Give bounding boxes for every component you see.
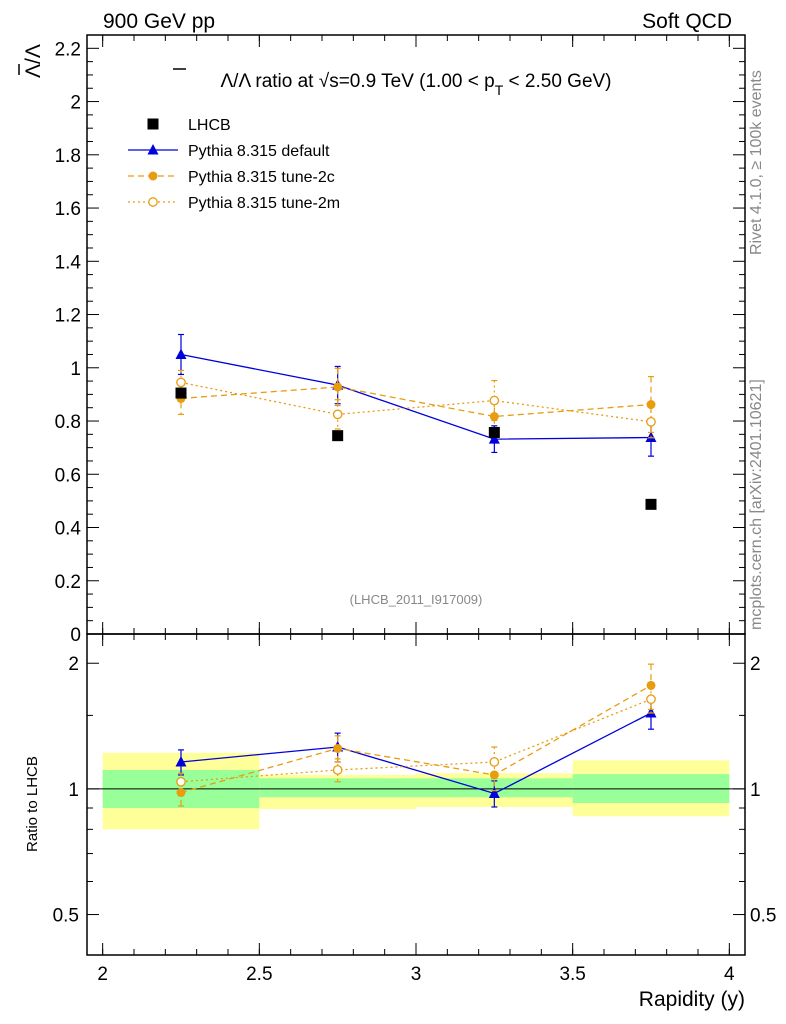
title-pre: Λ/Λ ratio at bbox=[220, 71, 318, 92]
ratio-pythia-8-315-tune-2m-line bbox=[180, 698, 652, 783]
main-panel bbox=[175, 333, 657, 510]
axes: 0 0.2 0.4 0.6 0.8 1 1.2 1.4 1.6 1.8 2 2.2 2 2.5 3 3.5 4 0… bbox=[53, 34, 776, 985]
title-s-rest: s=0.9 TeV (1.00 < p bbox=[329, 71, 495, 92]
ratio-pythia-8-315-default-point bbox=[175, 755, 187, 767]
main-ytick-label: 0.6 bbox=[55, 465, 81, 486]
header-right: Soft QCD bbox=[642, 10, 732, 33]
ratio-ylabel: Ratio to LHCB bbox=[24, 756, 41, 852]
ratio-pythia-8-315-tune-2c-line bbox=[180, 684, 652, 794]
main-ytick-label: 0.8 bbox=[55, 412, 81, 433]
main-ytick-label: 1.8 bbox=[55, 146, 81, 167]
main-pythia-8-315-tune-2c-line bbox=[180, 386, 652, 418]
main-pythia-8-315-tune-2m-point bbox=[489, 395, 500, 406]
ratio-pythia-8-315-tune-2c-point bbox=[489, 770, 499, 780]
ratio-ytick-label-right: 0.5 bbox=[750, 906, 776, 927]
ratio-ytick-label-left: 2 bbox=[68, 654, 79, 675]
legend-pythia-8-315-tune-2m-marker bbox=[148, 197, 158, 207]
ratio-pythia-8-315-tune-2m-point bbox=[489, 757, 500, 767]
main-pythia-8-315-default-point bbox=[488, 433, 500, 444]
ratio-pythia-8-315-tune-2c-point bbox=[646, 680, 656, 690]
main-pythia-8-315-default-point bbox=[175, 348, 187, 359]
legend-lhcb-label: LHCB bbox=[188, 117, 231, 134]
xtick-label: 2.5 bbox=[246, 964, 272, 985]
legend-pythia-8-315-tune-2m-label: Pythia 8.315 tune-2m bbox=[188, 195, 340, 212]
ratio-panel bbox=[175, 663, 657, 808]
xtick-label: 2 bbox=[97, 964, 108, 985]
main-pythia-8-315-tune-2m-point bbox=[646, 416, 656, 427]
xtick-label: 4 bbox=[724, 964, 735, 985]
main-lhcb-point bbox=[175, 387, 187, 399]
ratio-ytick-label-right: 1 bbox=[750, 780, 761, 801]
legend-pythia-8-315-default-marker bbox=[147, 144, 159, 155]
legend-pythia-8-315-default-label: Pythia 8.315 default bbox=[188, 143, 330, 160]
ratio-pythia-8-315-default-line bbox=[180, 712, 652, 795]
ratio-ytick-label-right: 2 bbox=[750, 654, 761, 675]
legend: LHCB Pythia 8.315 default Pythia 8.315 tun… bbox=[128, 117, 340, 212]
title-root: √ bbox=[319, 71, 330, 92]
main-ytick-label: 2 bbox=[70, 93, 81, 114]
side-label-bottom: mcplots.cern.ch [arXiv:2401.10621] bbox=[748, 379, 765, 630]
legend-lhcb-marker bbox=[147, 118, 159, 130]
main-pythia-8-315-tune-2c-point bbox=[333, 382, 343, 392]
main-lhcb-point bbox=[332, 430, 344, 442]
main-pythia-8-315-tune-2m-point bbox=[176, 377, 186, 388]
ratio-pythia-8-315-tune-2m-point bbox=[176, 776, 186, 787]
xtick-label: 3 bbox=[411, 964, 422, 985]
header-left: 900 GeV pp bbox=[103, 10, 215, 33]
main-ylabel: Λ/Λ bbox=[22, 44, 45, 78]
legend-pythia-8-315-tune-2c-label: Pythia 8.315 tune-2c bbox=[188, 169, 335, 186]
main-ytick-label: 1 bbox=[70, 359, 81, 380]
title-post: < 2.50 GeV) bbox=[503, 71, 611, 92]
main-pythia-8-315-tune-2m-line bbox=[180, 381, 652, 423]
main-ytick-label: 0.2 bbox=[55, 572, 81, 593]
title-sub: T bbox=[495, 82, 504, 98]
main-ytick-label: 0.4 bbox=[55, 519, 82, 540]
main-pythia-8-315-tune-2m-point bbox=[332, 409, 343, 420]
ratio-ytick-label-left: 0.5 bbox=[53, 906, 79, 927]
main-ytick-label: 1.2 bbox=[55, 306, 81, 327]
ratio-band-inner bbox=[259, 778, 416, 798]
main-ytick-label: 0 bbox=[70, 625, 81, 646]
ratio-pythia-8-315-tune-2m-point bbox=[646, 694, 656, 705]
main-lhcb-point bbox=[645, 498, 657, 510]
ratio-pythia-8-315-tune-2m-point bbox=[332, 765, 343, 775]
legend-pythia-8-315-tune-2c-marker bbox=[148, 171, 158, 181]
main-pythia-8-315-tune-2c-point bbox=[646, 400, 656, 410]
ratio-pythia-8-315-tune-2c-point bbox=[333, 743, 343, 753]
side-label-top: Rivet 4.1.0, ≥ 100k events bbox=[748, 70, 765, 255]
analysis-id: (LHCB_2011_I917009) bbox=[350, 592, 483, 607]
main-lhcb-point bbox=[488, 426, 500, 438]
main-ytick-label: 2.2 bbox=[55, 39, 81, 60]
main-title: Λ/Λ ratio at √s=0.9 TeV (1.00 < pT < 2.5… bbox=[220, 71, 611, 98]
ratio-pythia-8-315-default-point bbox=[488, 787, 500, 798]
ratio-bands bbox=[87, 752, 745, 830]
xtick-label: 3.5 bbox=[559, 964, 585, 985]
main-frame bbox=[86, 34, 746, 635]
main-ytick-label: 1.4 bbox=[55, 252, 82, 273]
main-ytick-label: 1.6 bbox=[55, 199, 81, 220]
x-axis-label: Rapidity (y) bbox=[639, 988, 745, 1011]
ratio-ytick-label-left: 1 bbox=[68, 780, 79, 801]
main-pythia-8-315-default-line bbox=[180, 353, 652, 440]
